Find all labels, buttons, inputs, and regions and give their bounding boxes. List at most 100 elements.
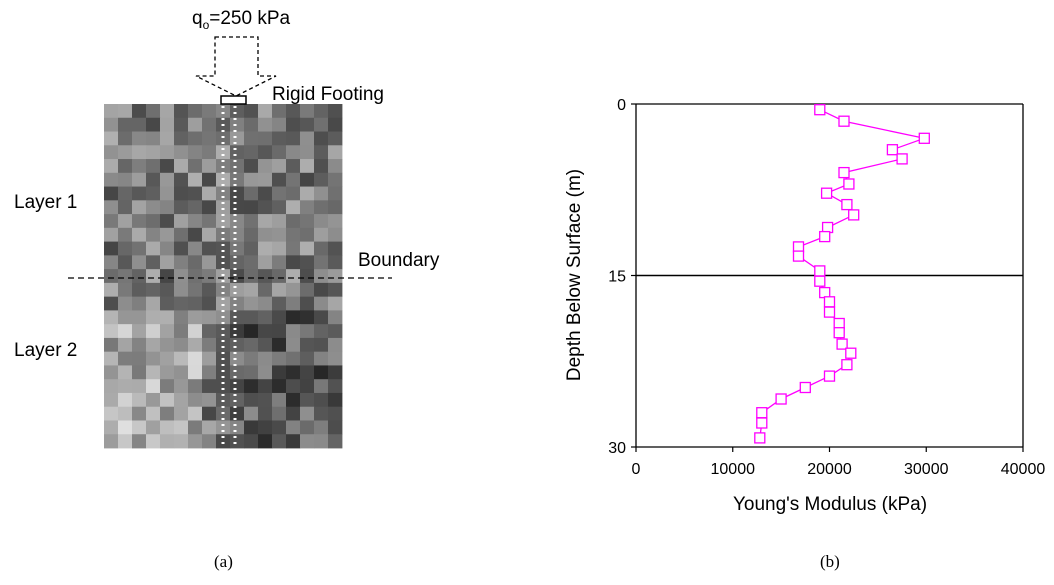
soil-cell [118, 104, 133, 119]
soil-cell [244, 200, 259, 215]
soil-cell [132, 255, 147, 270]
soil-cell [146, 324, 161, 339]
soil-cell [272, 296, 287, 311]
soil-cell [104, 365, 119, 380]
soil-cell [216, 324, 231, 339]
soil-cell [314, 104, 329, 119]
soil-cell [216, 131, 231, 146]
soil-cell [272, 214, 287, 229]
soil-cell [160, 282, 175, 298]
soil-cell [202, 337, 217, 353]
soil-cell [174, 406, 189, 421]
soil-cell [216, 145, 231, 160]
soil-cell [160, 172, 175, 187]
soil-cell [328, 214, 343, 229]
soil-cell [118, 227, 133, 242]
soil-cell [202, 392, 217, 408]
soil-cell [146, 406, 161, 421]
soil-cell [300, 255, 315, 270]
soil-cell [244, 406, 259, 421]
soil-cell [188, 392, 203, 408]
soil-cell [300, 145, 315, 160]
soil-cell [132, 365, 147, 380]
soil-cell [118, 200, 133, 215]
soil-cell [216, 269, 231, 284]
soil-cell [174, 172, 189, 187]
soil-cell [188, 324, 203, 339]
soil-cell [146, 159, 161, 174]
soil-cell [104, 337, 119, 353]
data-point-marker [823, 296, 836, 308]
soil-cell [244, 296, 259, 311]
soil-cell [244, 310, 259, 325]
soil-cell [132, 351, 147, 366]
soil-cell [118, 434, 133, 449]
x-tick-label: 40000 [1001, 461, 1046, 478]
data-point-marker [799, 381, 811, 394]
soil-cell [300, 379, 315, 394]
soil-cell [230, 117, 245, 132]
soil-cell [216, 434, 231, 449]
soil-cell [160, 241, 175, 256]
soil-cell [104, 227, 119, 242]
soil-cell [146, 131, 161, 146]
soil-cell [132, 269, 147, 284]
soil-cell [258, 255, 273, 270]
soil-cell [272, 392, 287, 408]
soil-cell [188, 296, 203, 311]
soil-cell [160, 186, 175, 201]
soil-cell [216, 337, 231, 353]
soil-cell [132, 324, 147, 339]
x-tick-label: 10000 [711, 461, 756, 478]
soil-cell [118, 214, 133, 229]
soil-cell [132, 117, 147, 132]
rigid-footing-label: Rigid Footing [272, 84, 384, 105]
soil-cell [258, 392, 273, 408]
soil-cell [244, 351, 259, 366]
data-point-marker [814, 104, 826, 116]
soil-cell [188, 269, 203, 284]
soil-cell [300, 131, 315, 146]
soil-cell [202, 255, 217, 270]
soil-cell [328, 200, 343, 215]
layer-2-label: Layer 2 [14, 340, 78, 361]
soil-cell [314, 145, 329, 160]
soil-cell [174, 200, 189, 215]
soil-cell [300, 365, 315, 380]
soil-cell [118, 379, 133, 394]
soil-cell [328, 186, 343, 201]
soil-cell [230, 172, 245, 187]
soil-cell [272, 379, 287, 394]
load-label: qo=250 kPa [192, 8, 291, 32]
soil-cell [244, 172, 259, 187]
soil-cell [216, 365, 231, 380]
soil-cell [286, 392, 301, 408]
soil-cell [272, 159, 287, 174]
soil-cell [146, 351, 161, 366]
soil-cell [188, 241, 203, 256]
soil-cell [258, 117, 273, 132]
soil-cell [146, 117, 161, 132]
soil-cell [244, 241, 259, 256]
soil-cell [118, 255, 133, 270]
soil-cell [146, 269, 161, 284]
soil-cell [202, 131, 217, 146]
soil-cell [314, 186, 329, 201]
soil-cell [300, 172, 315, 187]
data-point-marker [841, 198, 853, 211]
soil-cell [174, 310, 189, 325]
soil-cell [104, 172, 119, 187]
soil-cell [300, 214, 315, 229]
soil-cell [328, 365, 343, 380]
data-point-marker [819, 286, 831, 299]
soil-cell [118, 186, 133, 201]
data-point-marker [814, 265, 826, 277]
soil-cell [300, 337, 315, 353]
soil-cell [286, 406, 301, 421]
soil-cell [104, 104, 119, 119]
data-point-marker [754, 432, 766, 444]
soil-cell [258, 269, 273, 284]
soil-cell [132, 420, 147, 435]
soil-cell [314, 255, 329, 270]
soil-cell [328, 296, 343, 311]
